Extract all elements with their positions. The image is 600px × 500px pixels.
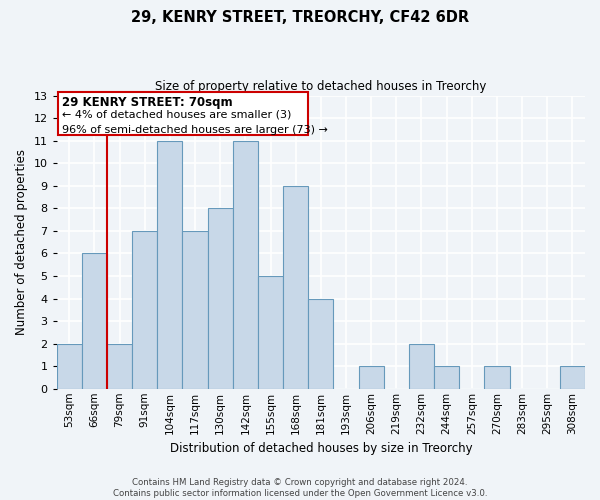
Bar bbox=[409, 344, 434, 389]
Bar bbox=[208, 208, 233, 389]
Y-axis label: Number of detached properties: Number of detached properties bbox=[15, 149, 28, 335]
Bar bbox=[283, 186, 308, 389]
Bar bbox=[359, 366, 384, 389]
Bar bbox=[484, 366, 509, 389]
Bar bbox=[560, 366, 585, 389]
Bar bbox=[132, 231, 157, 389]
Text: 29, KENRY STREET, TREORCHY, CF42 6DR: 29, KENRY STREET, TREORCHY, CF42 6DR bbox=[131, 10, 469, 25]
Text: 96% of semi-detached houses are larger (73) →: 96% of semi-detached houses are larger (… bbox=[62, 125, 328, 135]
X-axis label: Distribution of detached houses by size in Treorchy: Distribution of detached houses by size … bbox=[170, 442, 472, 455]
Text: Contains HM Land Registry data © Crown copyright and database right 2024.
Contai: Contains HM Land Registry data © Crown c… bbox=[113, 478, 487, 498]
Bar bbox=[107, 344, 132, 389]
FancyBboxPatch shape bbox=[58, 92, 308, 135]
Bar bbox=[157, 140, 182, 389]
Bar bbox=[57, 344, 82, 389]
Bar bbox=[233, 140, 258, 389]
Text: ← 4% of detached houses are smaller (3): ← 4% of detached houses are smaller (3) bbox=[62, 110, 291, 120]
Title: Size of property relative to detached houses in Treorchy: Size of property relative to detached ho… bbox=[155, 80, 487, 93]
Bar bbox=[434, 366, 459, 389]
Bar bbox=[82, 254, 107, 389]
Bar bbox=[182, 231, 208, 389]
Bar bbox=[308, 298, 334, 389]
Text: 29 KENRY STREET: 70sqm: 29 KENRY STREET: 70sqm bbox=[62, 96, 232, 108]
Bar bbox=[258, 276, 283, 389]
